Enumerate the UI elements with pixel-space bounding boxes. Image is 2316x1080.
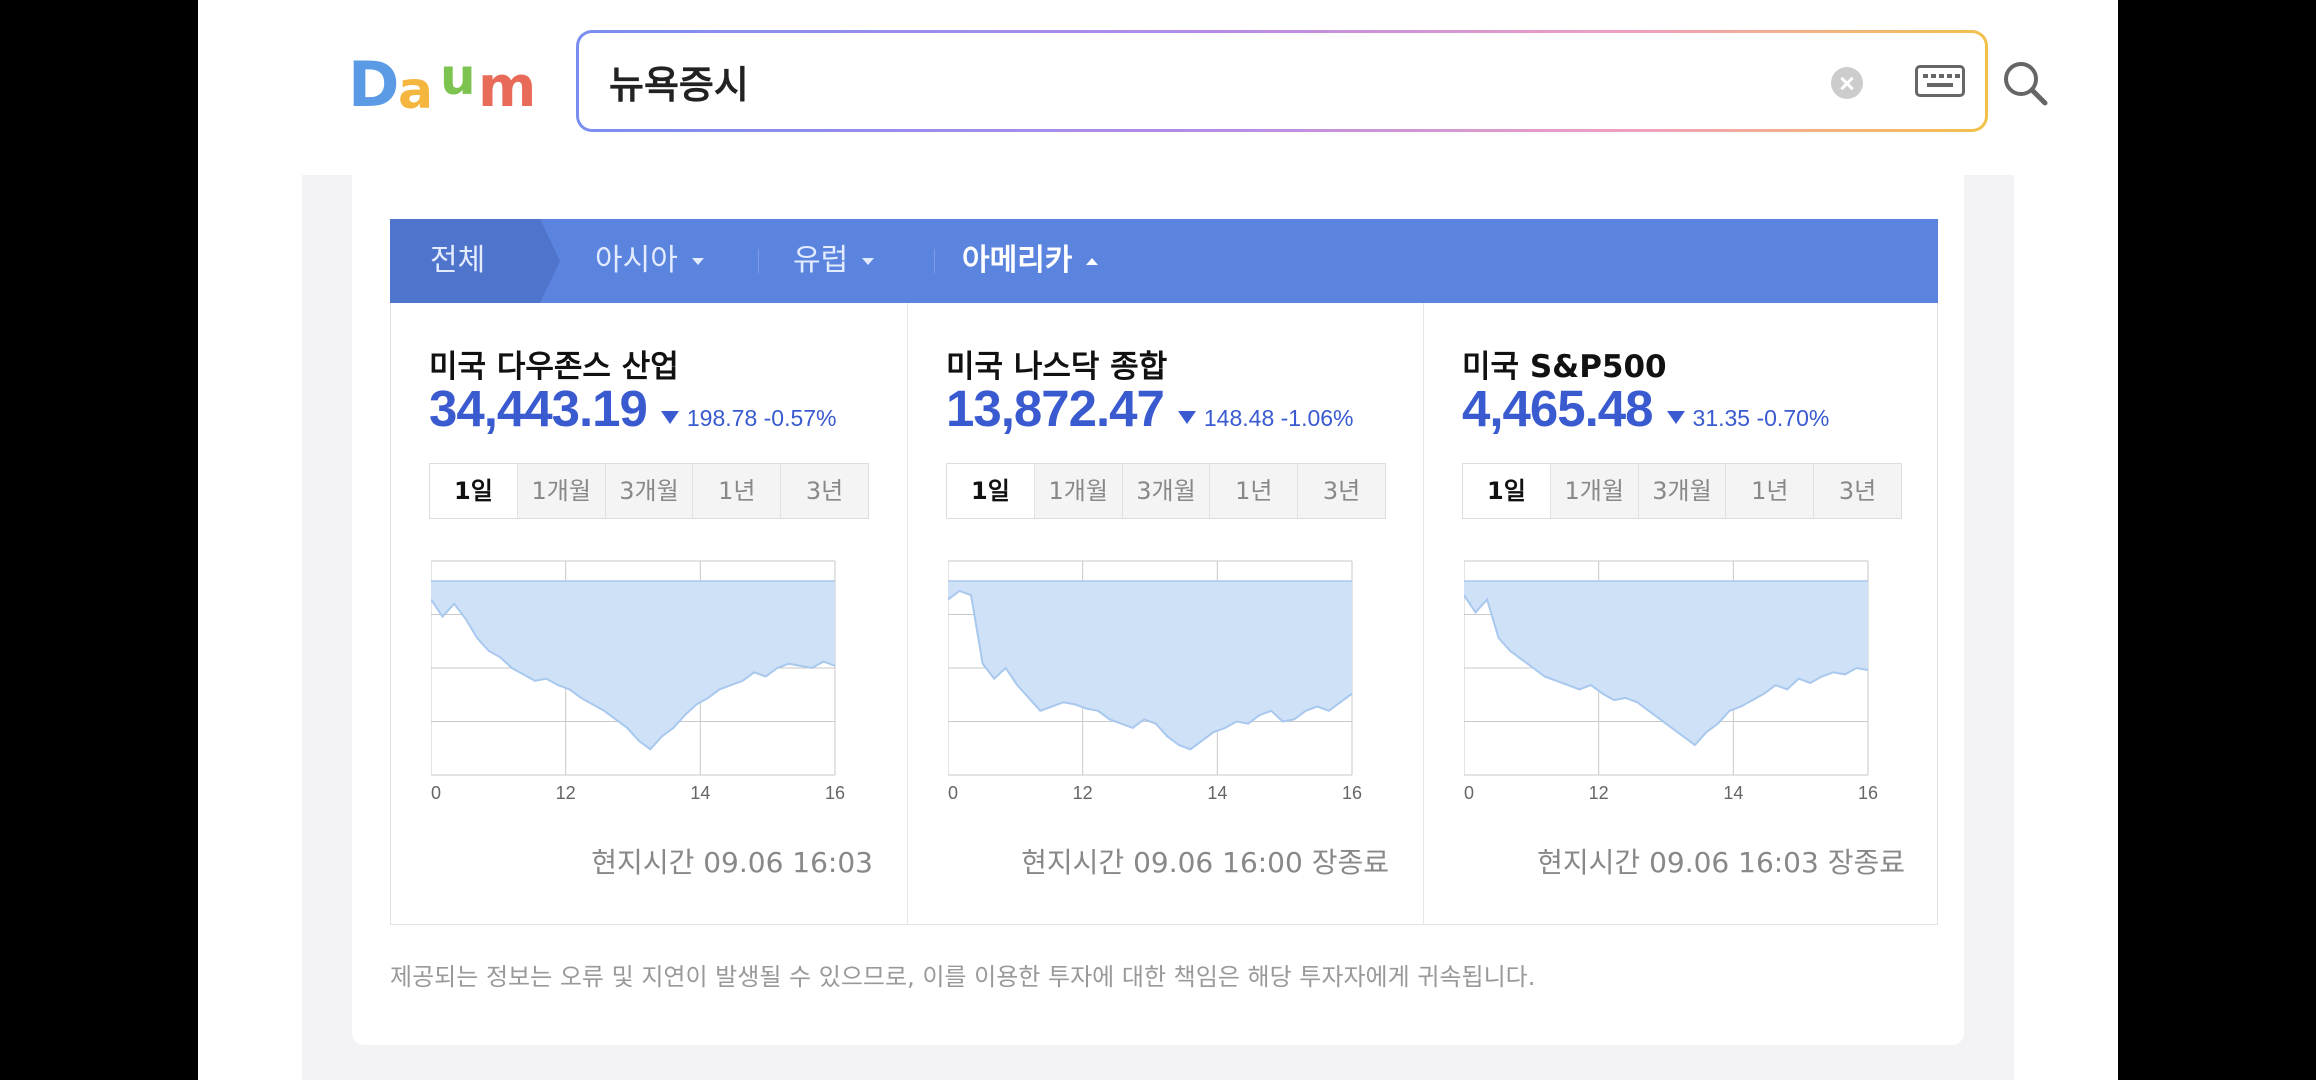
down-arrow-icon [1178, 411, 1196, 424]
daum-logo[interactable]: D a u m [348, 50, 538, 114]
period-tabs: 1일 1개월 3개월 1년 3년 [1462, 463, 1902, 519]
market-nasdaq[interactable]: 미국 나스닥 종합 13,872.47 148.48 -1.06% 1일 1개월 … [907, 303, 1423, 924]
tab-divider [758, 249, 759, 273]
chart-area [431, 581, 835, 749]
svg-text:u: u [440, 50, 476, 106]
clear-icon[interactable] [1831, 67, 1863, 99]
period-tab-1d[interactable]: 1일 [430, 464, 517, 518]
intraday-chart[interactable]: 10 12 14 16 [948, 553, 1388, 803]
market-value: 34,443.19 [429, 380, 647, 437]
period-tab-1d[interactable]: 1일 [1463, 464, 1550, 518]
x-tick-label: 12 [1589, 783, 1609, 803]
period-tab-1m[interactable]: 1개월 [1550, 464, 1638, 518]
x-tick-label: 14 [1207, 783, 1227, 803]
tab-all[interactable]: 전체 [430, 219, 485, 303]
period-tab-3m[interactable]: 3개월 [605, 464, 693, 518]
updated-time: 현지시간 09.06 16:03 [591, 841, 873, 881]
x-tick-label: 12 [556, 783, 576, 803]
intraday-chart[interactable]: 10 12 14 16 [431, 553, 871, 803]
disclaimer-text: 제공되는 정보는 오류 및 지연이 발생될 수 있으므로, 이를 이용한 투자에… [390, 957, 1535, 992]
x-tick-label: 16 [1342, 783, 1362, 803]
svg-text:D: D [348, 50, 399, 114]
period-tab-1y[interactable]: 1년 [1209, 464, 1297, 518]
x-tick-label: 10 [948, 783, 958, 803]
period-tab-3m[interactable]: 3개월 [1122, 464, 1210, 518]
search-icon[interactable] [1999, 57, 2051, 109]
period-tab-1m[interactable]: 1개월 [517, 464, 605, 518]
chart-area [1464, 581, 1868, 745]
down-arrow-icon [661, 411, 679, 424]
x-tick-label: 10 [1464, 783, 1474, 803]
period-tabs: 1일 1개월 3개월 1년 3년 [429, 463, 869, 519]
intraday-chart[interactable]: 10 12 14 16 [1464, 553, 1904, 803]
period-tab-3y[interactable]: 3년 [780, 464, 868, 518]
market-value: 4,465.48 [1462, 380, 1653, 437]
period-tab-1m[interactable]: 1개월 [1034, 464, 1122, 518]
updated-time: 현지시간 09.06 16:00 장종료 [1021, 841, 1389, 881]
x-tick-label: 12 [1073, 783, 1093, 803]
search-bar [576, 30, 1988, 132]
tab-asia[interactable]: 아시아 [595, 219, 704, 303]
x-tick-label: 10 [431, 783, 441, 803]
chevron-down-icon [862, 258, 874, 265]
market-sp500[interactable]: 미국 S&P500 4,465.48 31.35 -0.70% 1일 1개월 3개… [1423, 303, 1939, 924]
region-tabs: 전체 아시아 유럽 아메리카 [390, 219, 1938, 303]
x-tick-label: 16 [825, 783, 845, 803]
x-tick-label: 16 [1858, 783, 1878, 803]
period-tab-3y[interactable]: 3년 [1813, 464, 1901, 518]
period-tab-3m[interactable]: 3개월 [1638, 464, 1726, 518]
svg-text:a: a [398, 61, 433, 114]
tab-divider [934, 249, 935, 273]
period-tab-1y[interactable]: 1년 [692, 464, 780, 518]
x-tick-label: 14 [1723, 783, 1743, 803]
x-tick-label: 14 [690, 783, 710, 803]
updated-time: 현지시간 09.06 16:03 장종료 [1537, 841, 1905, 881]
world-stock-card: 전체 아시아 유럽 아메리카 미국 다우존스 산업 34,443.19 198.7… [352, 175, 1964, 1045]
market-change: 31.35 -0.70% [1693, 405, 1830, 431]
content-area: 전체 아시아 유럽 아메리카 미국 다우존스 산업 34,443.19 198.7… [302, 175, 2014, 1080]
chevron-down-icon [692, 258, 704, 265]
period-tabs: 1일 1개월 3개월 1년 3년 [946, 463, 1386, 519]
tab-europe[interactable]: 유럽 [793, 219, 874, 303]
market-change: 148.48 -1.06% [1204, 405, 1354, 431]
search-input[interactable] [609, 33, 1609, 129]
market-dow[interactable]: 미국 다우존스 산업 34,443.19 198.78 -0.57% 1일 1개월… [391, 303, 907, 924]
chevron-up-icon [1086, 258, 1098, 265]
period-tab-1y[interactable]: 1년 [1725, 464, 1813, 518]
market-value: 13,872.47 [946, 380, 1164, 437]
down-arrow-icon [1667, 411, 1685, 424]
browser-viewport: D a u m 전체 아시아 유럽 [198, 0, 2118, 1080]
period-tab-1d[interactable]: 1일 [947, 464, 1034, 518]
keyboard-icon[interactable] [1915, 65, 1965, 97]
svg-text:m: m [478, 55, 536, 114]
market-list: 미국 다우존스 산업 34,443.19 198.78 -0.57% 1일 1개월… [390, 303, 1938, 925]
period-tab-3y[interactable]: 3년 [1297, 464, 1385, 518]
market-change: 198.78 -0.57% [687, 405, 837, 431]
chart-area [948, 581, 1352, 749]
tab-americas[interactable]: 아메리카 [962, 219, 1098, 303]
